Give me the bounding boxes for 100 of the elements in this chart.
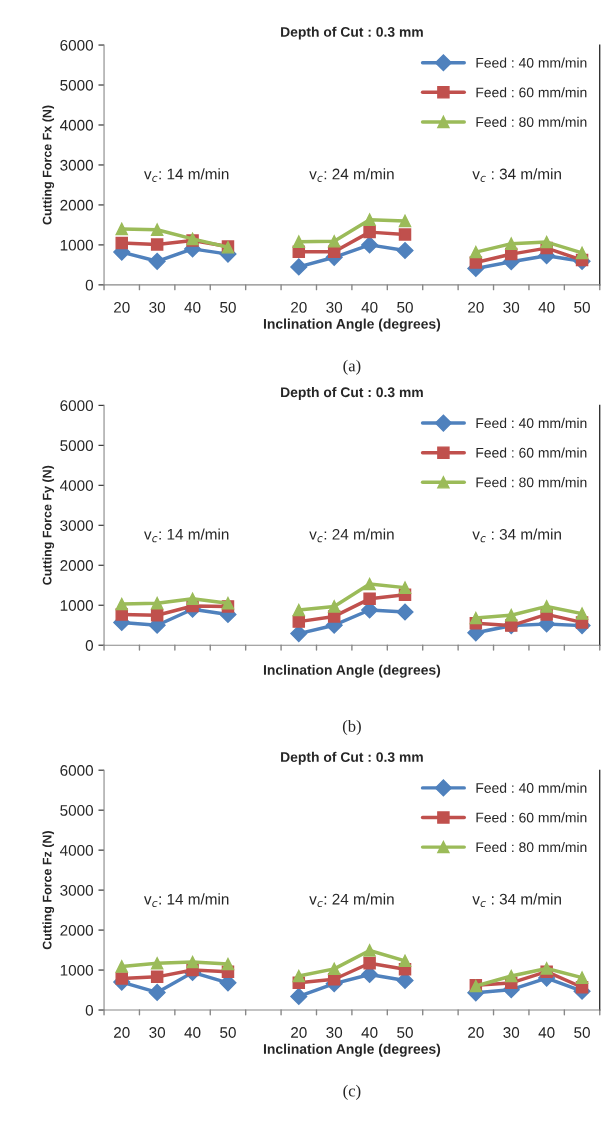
- legend-label: Feed : 60 mm/min: [476, 447, 587, 458]
- y-tick-label: 6000: [60, 39, 94, 51]
- x-tick-label: 40: [538, 1027, 555, 1038]
- y-tick-label: 3000: [60, 159, 94, 171]
- x-tick-label: 50: [397, 301, 413, 313]
- point: [327, 235, 341, 248]
- x-tick-label: 50: [574, 301, 590, 313]
- point: [150, 238, 164, 251]
- point: [221, 957, 235, 971]
- annotation: v$_{c}$ : 34 m/min: [472, 168, 561, 182]
- y-tick-label: 3000: [60, 884, 94, 896]
- point: [327, 600, 341, 613]
- x-tick-label: 20: [291, 1027, 307, 1038]
- point: [148, 983, 166, 1001]
- point: [363, 944, 376, 957]
- x-tick-label: 40: [184, 301, 201, 313]
- point: [396, 241, 414, 260]
- point: [363, 225, 376, 239]
- y-tick-label: 5000: [60, 440, 94, 452]
- point: [150, 970, 164, 984]
- x-tick-label: 50: [220, 1027, 236, 1038]
- annotation: v$_{c}$ : 34 m/min: [472, 528, 561, 543]
- y-tick-label: 4000: [59, 480, 94, 491]
- y-tick-label: 4000: [59, 119, 94, 131]
- x-axis-title: Inclination Angle (degrees): [263, 318, 441, 332]
- point: [292, 603, 306, 617]
- point: [150, 223, 164, 236]
- point: [504, 608, 518, 622]
- annotation: v$_{c}$: 14 m/min: [144, 528, 229, 543]
- y-tick-label: 6000: [60, 765, 94, 776]
- x-tick-label: 20: [114, 1027, 130, 1038]
- annotation: v$_{c}$: 14 m/min: [144, 168, 229, 182]
- y-tick-label: 1000: [60, 239, 94, 251]
- x-tick-label: 30: [503, 1027, 520, 1038]
- y-tick-label: 2000: [60, 924, 94, 936]
- point: [292, 615, 306, 628]
- point: [504, 237, 518, 250]
- y-tick-label: 1000: [60, 600, 94, 611]
- x-tick-label: 40: [184, 1027, 201, 1038]
- x-tick-label: 30: [149, 1027, 166, 1038]
- point: [150, 608, 164, 622]
- x-tick-label: 20: [468, 301, 484, 313]
- y-tick-label: 0: [85, 279, 94, 291]
- x-tick-label: 20: [468, 1027, 484, 1038]
- point: [363, 213, 376, 226]
- y-tick-label: 4000: [59, 845, 94, 856]
- annotation: v$_{c}$: 24 m/min: [309, 893, 394, 908]
- point: [363, 957, 376, 970]
- point: [363, 592, 376, 606]
- y-axis-title: Cutting Force Fy (N): [42, 465, 55, 585]
- point: [290, 625, 308, 643]
- point: [292, 969, 306, 983]
- legend-label: Feed : 60 mm/min: [476, 87, 587, 98]
- x-tick-label: 30: [326, 1027, 343, 1038]
- x-tick-label: 50: [574, 1027, 590, 1038]
- point: [575, 246, 589, 260]
- point: [150, 957, 164, 970]
- x-tick-label: 40: [538, 301, 555, 313]
- point: [398, 954, 412, 968]
- y-tick-label: 2000: [60, 199, 94, 211]
- point: [575, 971, 589, 984]
- text: (a): [343, 359, 361, 375]
- chart-title: Depth of Cut : 0.3 mm: [281, 386, 423, 400]
- legend-label: Feed : 40 mm/min: [476, 417, 587, 429]
- x-axis-title: Inclination Angle (degrees): [263, 664, 441, 678]
- annotation: v$_{c}$: 24 m/min: [309, 168, 394, 182]
- point: [540, 600, 553, 613]
- point: [363, 577, 376, 591]
- legend-label: Feed : 60 mm/min: [476, 812, 587, 823]
- annotation: v$_{c}$: 24 m/min: [309, 528, 394, 543]
- y-tick-label: 0: [85, 1004, 94, 1016]
- legend-label: Feed : 80 mm/min: [476, 841, 587, 853]
- point: [115, 597, 128, 611]
- point: [361, 236, 379, 254]
- y-tick-label: 6000: [60, 400, 94, 412]
- x-tick-label: 20: [291, 301, 307, 313]
- point: [115, 236, 128, 250]
- point: [148, 252, 166, 270]
- x-tick-label: 50: [397, 1027, 413, 1038]
- chart-title: Depth of Cut : 0.3 mm: [281, 751, 423, 765]
- point: [115, 960, 128, 973]
- point: [292, 235, 306, 248]
- legend-label: Feed : 80 mm/min: [476, 477, 587, 488]
- y-tick-label: 2000: [60, 560, 94, 571]
- point: [398, 581, 412, 594]
- legend-label: Feed : 40 mm/min: [476, 57, 587, 68]
- point: [290, 987, 308, 1005]
- annotation: v$_{c}$ : 34 m/min: [472, 893, 561, 908]
- y-tick-label: 1000: [60, 964, 94, 976]
- x-tick-label: 30: [326, 301, 343, 313]
- y-tick-label: 0: [85, 640, 94, 651]
- point: [540, 235, 553, 249]
- point: [150, 596, 164, 610]
- point: [290, 258, 308, 276]
- annotation: v$_{c}$: 14 m/min: [144, 893, 229, 908]
- y-axis-title: Cutting Force Fx (N): [42, 105, 55, 225]
- y-tick-label: 3000: [60, 520, 94, 531]
- point: [186, 592, 199, 606]
- legend-label: Feed : 40 mm/min: [476, 782, 587, 793]
- y-tick-label: 5000: [60, 79, 94, 91]
